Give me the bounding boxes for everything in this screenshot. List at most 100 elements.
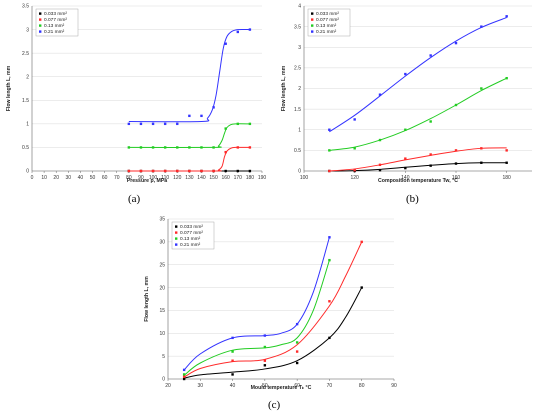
data-point [404, 128, 407, 131]
legend-label: 0.13 mm² [316, 23, 337, 29]
x-tick-label: 80 [126, 175, 132, 181]
data-point [505, 76, 508, 80]
data-point [328, 169, 331, 173]
data-point [480, 161, 483, 164]
y-axis-label: Flow length L, mm [281, 65, 287, 111]
series-line-0 [184, 287, 363, 379]
data-point [182, 375, 186, 378]
data-point [360, 286, 363, 289]
x-tick-label: 180 [502, 175, 511, 181]
y-tick-label: 30 [159, 240, 165, 246]
data-point [295, 341, 299, 344]
data-point [353, 147, 356, 150]
data-point [328, 336, 331, 340]
data-point [139, 146, 143, 149]
data-point [378, 138, 382, 142]
data-point [353, 118, 356, 121]
x-tick-label: 40 [78, 175, 84, 181]
x-tick-label: 160 [222, 175, 231, 181]
x-tick-label: 180 [246, 175, 255, 181]
data-point [378, 168, 382, 172]
data-point [505, 149, 508, 152]
data-point [182, 368, 186, 372]
legend-marker [311, 12, 314, 15]
y-tick-label: 35 [159, 217, 165, 223]
y-tick-label: 4 [298, 4, 301, 10]
x-axis-label: Mould temperature Tₖ °C [251, 385, 312, 391]
legend-label: 0.033 mm² [180, 224, 203, 230]
data-point [224, 127, 227, 130]
data-point [454, 41, 458, 45]
data-point [182, 377, 186, 381]
data-point [353, 168, 356, 172]
data-point [212, 169, 215, 173]
data-point [224, 150, 227, 154]
y-tick-label: 10 [159, 331, 165, 337]
data-point [127, 169, 131, 173]
x-tick-label: 70 [114, 175, 120, 181]
data-point [127, 146, 131, 149]
series-line-3 [128, 28, 250, 123]
data-point [295, 350, 299, 353]
legend-box [307, 8, 351, 37]
y-tick-label: 3.5 [294, 24, 301, 30]
y-axis-label: Flow length L, mm [144, 276, 150, 322]
data-point [263, 359, 267, 362]
data-point [151, 146, 155, 149]
series-line-1 [183, 241, 363, 378]
data-point [176, 169, 179, 173]
caption-a: (a) [128, 193, 141, 205]
legend-marker [175, 243, 178, 246]
legend-marker [311, 18, 314, 21]
data-point [231, 350, 234, 353]
data-point [212, 106, 215, 109]
legend-label: 0.21 mm² [316, 29, 337, 35]
legend-label: 0.077 mm² [180, 230, 203, 236]
x-tick-label: 50 [90, 175, 96, 181]
x-axis-label: Pressure p, MPa [127, 178, 167, 184]
legend-marker [39, 18, 42, 21]
data-point [139, 122, 143, 126]
series-line-3 [329, 17, 507, 133]
legend-label: 0.13 mm² [44, 23, 65, 29]
y-tick-label: 1.5 [22, 98, 29, 104]
data-point [328, 128, 331, 131]
x-tick-label: 10 [41, 175, 47, 181]
x-tick-label: 40 [230, 383, 236, 389]
legend-box [35, 8, 79, 37]
data-point [248, 146, 252, 149]
x-tick-label: 20 [165, 383, 171, 389]
data-point [248, 28, 252, 31]
data-point [263, 334, 267, 337]
data-point [200, 146, 203, 149]
data-point [188, 169, 191, 173]
y-tick-label: 0 [298, 169, 301, 175]
legend-marker [39, 12, 42, 15]
x-tick-label: 20 [53, 175, 59, 181]
y-tick-label: 0.5 [22, 145, 29, 151]
x-tick-label: 170 [234, 175, 243, 181]
legend-marker [39, 30, 42, 33]
y-tick-label: 5 [162, 354, 165, 360]
data-point [236, 169, 239, 173]
data-point [236, 122, 239, 126]
legend-label: 0.21 mm² [44, 29, 65, 35]
y-tick-label: 0 [26, 169, 29, 175]
y-tick-label: 1 [298, 127, 301, 133]
legend-label: 0.033 mm² [44, 11, 67, 17]
y-tick-label: 25 [159, 262, 165, 268]
data-point [480, 147, 483, 150]
y-tick-label: 2.5 [22, 51, 29, 57]
caption-b: (b) [406, 193, 419, 205]
data-point [378, 163, 382, 167]
x-tick-label: 60 [102, 175, 108, 181]
data-point [404, 157, 407, 160]
data-point [231, 336, 234, 340]
series-line-1 [128, 146, 250, 172]
data-point [429, 153, 432, 156]
y-tick-label: 0.5 [294, 148, 301, 154]
x-tick-label: 190 [258, 175, 267, 181]
data-point [429, 54, 432, 57]
data-point [182, 373, 186, 376]
data-point [505, 15, 508, 18]
